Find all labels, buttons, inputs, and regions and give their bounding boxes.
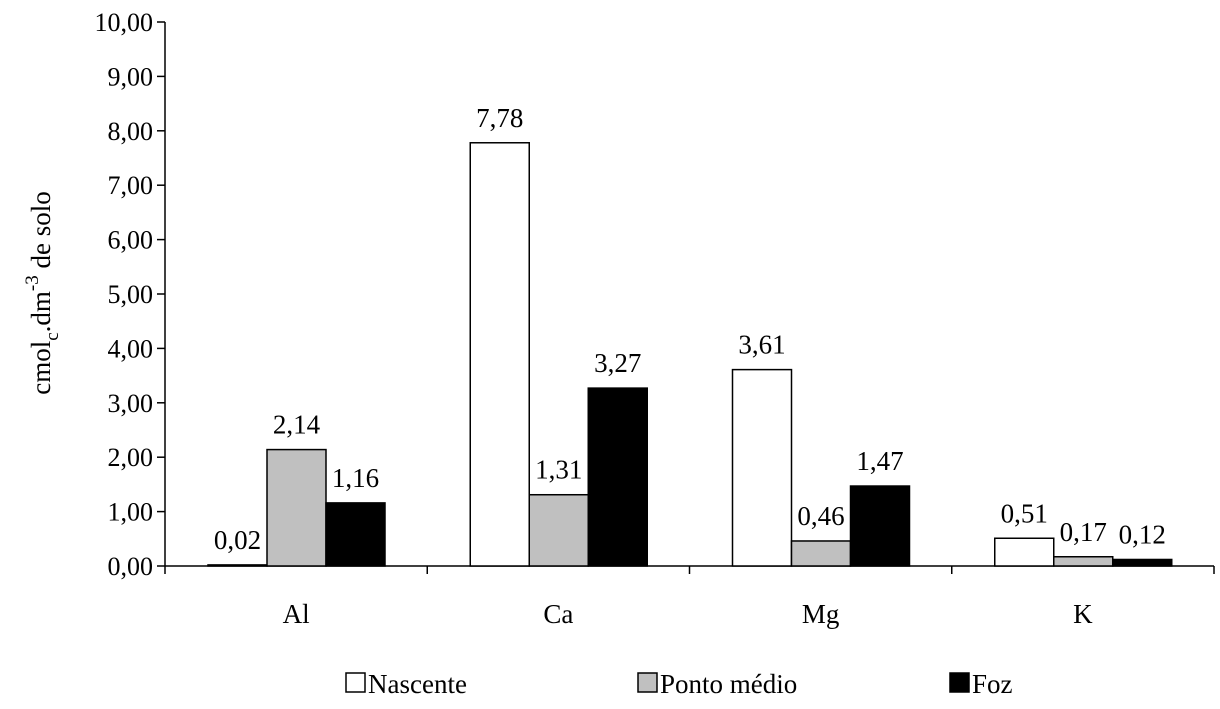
data-label: 0,02 <box>214 525 261 555</box>
y-tick-label: 8,00 <box>108 117 154 146</box>
legend-swatch <box>345 672 366 693</box>
y-tick-label: 5,00 <box>108 280 154 309</box>
bar <box>790 540 852 567</box>
bar <box>469 142 530 567</box>
y-axis-label-tail: de solo <box>26 191 56 275</box>
y-tick-label: 7,00 <box>108 171 154 200</box>
legend-swatch <box>637 672 658 693</box>
data-label: 3,61 <box>738 330 785 360</box>
data-label: 0,17 <box>1060 517 1107 547</box>
legend-label: Foz <box>972 669 1013 699</box>
y-tick-label: 3,00 <box>108 389 154 418</box>
y-axis-label: cmolc.dm-3 de solo <box>22 191 63 395</box>
y-tick-label: 2,00 <box>108 443 154 472</box>
data-label: 0,12 <box>1119 519 1166 549</box>
x-category-label: Al <box>283 599 310 629</box>
bar <box>266 448 327 567</box>
bar <box>1053 556 1114 567</box>
y-tick-label: 10,00 <box>95 8 154 37</box>
y-axis: 0,00 1,00 2,00 3,00 4,00 5,00 6,00 7,00 8,00 9,00… <box>95 8 166 581</box>
value-labels: 0,02 2,14 1,16 7,78 1,31 3,27 3,61 0,46 1,47 0,51… <box>214 103 1166 555</box>
x-category-label: Mg <box>802 599 840 629</box>
bar <box>207 564 268 567</box>
data-label: 1,31 <box>535 455 582 485</box>
y-axis-label-sup: -3 <box>22 275 43 291</box>
y-axis-label-main: cmol <box>26 341 56 395</box>
data-label: 0,46 <box>797 501 844 531</box>
legend-swatch <box>949 672 970 693</box>
bars <box>207 142 1173 567</box>
data-label: 3,27 <box>594 348 641 378</box>
y-axis-label-sub: c <box>42 332 63 340</box>
y-tick-label: 4,00 <box>108 334 154 363</box>
y-tick-label: 6,00 <box>108 226 154 255</box>
x-category-label: K <box>1073 599 1093 629</box>
y-axis-label-mid: .dm <box>26 291 56 332</box>
bar <box>994 537 1055 567</box>
bar <box>528 493 589 567</box>
bar <box>325 502 386 567</box>
legend-item: Ponto médio <box>637 669 797 699</box>
data-label: 7,78 <box>476 103 523 133</box>
bar <box>1112 558 1173 567</box>
x-category-label: Ca <box>543 599 573 629</box>
y-tick-label: 1,00 <box>108 498 154 527</box>
bar <box>731 368 793 567</box>
data-label: 1,47 <box>856 446 903 476</box>
bar <box>849 485 911 567</box>
legend-label: Nascente <box>368 669 467 699</box>
legend-item: Foz <box>949 669 1013 699</box>
data-label: 0,51 <box>1001 498 1048 528</box>
x-axis: Al Ca Mg K <box>164 565 1215 629</box>
legend: Nascente Ponto médio Foz <box>345 669 1013 699</box>
legend-item: Nascente <box>345 669 467 699</box>
bar <box>587 387 648 567</box>
data-label: 1,16 <box>332 463 379 493</box>
data-label: 2,14 <box>273 410 321 440</box>
y-tick-label: 0,00 <box>108 552 154 581</box>
legend-label: Ponto médio <box>660 669 797 699</box>
y-tick-label: 9,00 <box>108 62 154 91</box>
